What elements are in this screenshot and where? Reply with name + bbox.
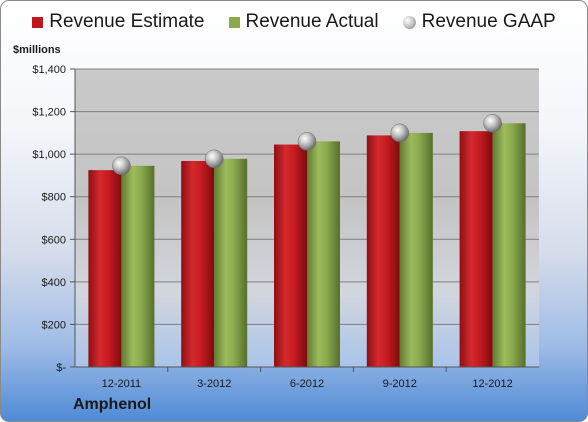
legend-label-actual: Revenue Actual [245,11,379,32]
bar-revenue-actual [492,123,526,368]
marker-revenue-gaap [297,132,317,151]
marker-revenue-gaap [204,149,224,169]
bar-revenue-actual [121,165,155,367]
legend-label-gaap: Revenue GAAP [421,11,556,32]
legend-marker-gaap [402,15,416,29]
legend-item-estimate: Revenue Estimate [32,11,205,33]
y-axis-ticks: $- $200 $400 $600 $800 $1,000 $1,200 $1,400 [32,64,76,374]
marker-revenue-gaap [112,156,131,176]
y-tick-label: $400 [42,277,66,289]
y-tick-label: $1,400 [32,64,66,76]
y-tick-label: $800 [42,192,66,204]
y-tick-label: $200 [42,319,66,331]
legend-swatch-estimate [32,16,44,28]
x-tick-label: 3-2012 [197,378,231,390]
y-tick-label: $1,000 [32,149,66,161]
gaap-markers [112,114,502,176]
bar-revenue-estimate [366,135,400,367]
bar-revenue-actual [307,141,340,367]
y-tick-label: $600 [42,234,66,246]
x-axis-ticks: 12-2011 3-2012 6-2012 9-2012 12-2012 [75,366,539,390]
bar-revenue-estimate [459,131,493,367]
x-tick-label: 6-2012 [290,378,324,390]
company-name: Amphenol [73,396,152,413]
bars [88,123,526,368]
y-axis-unit-label: $millions [13,44,61,56]
legend-item-gaap: Revenue GAAP [402,11,556,33]
bar-revenue-estimate [274,144,307,367]
bar-revenue-estimate [181,160,215,367]
marker-revenue-gaap [483,114,502,133]
x-tick-label: 12-2012 [472,378,512,390]
x-tick-label: 9-2012 [383,378,417,390]
x-tick-label: 12-2011 [102,378,142,390]
legend-label-estimate: Revenue Estimate [49,11,205,32]
marker-revenue-gaap [390,123,410,143]
legend-swatch-actual [228,16,240,28]
y-tick-label: $- [56,362,66,374]
legend: Revenue Estimate Revenue Actual Revenue … [1,11,587,33]
legend-item-actual: Revenue Actual [228,11,379,33]
y-tick-label: $1,200 [32,107,66,119]
bar-revenue-actual [214,158,248,367]
bar-revenue-actual [399,132,433,367]
bar-revenue-estimate [88,170,122,367]
